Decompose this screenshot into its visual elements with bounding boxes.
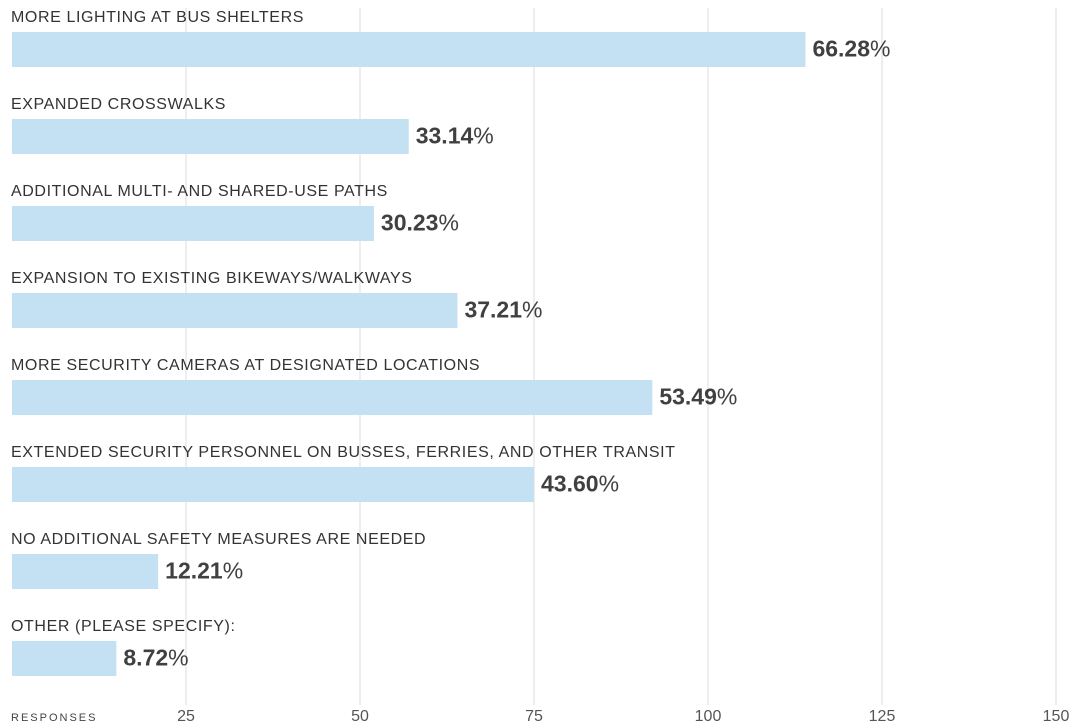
x-axis-label: RESPONSES: [11, 712, 97, 724]
bar: [12, 554, 159, 589]
bar: [12, 206, 374, 241]
x-tick-label: 125: [869, 708, 896, 725]
bar: [12, 641, 117, 676]
value-unit: %: [223, 558, 243, 584]
value-label: 8.72%: [123, 645, 188, 671]
value-label: 30.23%: [381, 210, 459, 236]
x-tick-label: 100: [695, 708, 722, 725]
value-label: 53.49%: [659, 384, 737, 410]
category-label: EXPANSION TO EXISTING BIKEWAYS/WALKWAYS: [11, 270, 413, 287]
value-number: 12.21: [165, 558, 223, 584]
value-label: 66.28%: [812, 36, 890, 62]
value-label: 33.14%: [416, 123, 494, 149]
category-label: MORE LIGHTING AT BUS SHELTERS: [11, 9, 304, 26]
value-number: 66.28: [812, 36, 870, 62]
value-label: 43.60%: [541, 471, 619, 497]
x-tick-label: 50: [351, 708, 369, 725]
x-tick-label: 150: [1043, 708, 1070, 725]
value-unit: %: [599, 471, 619, 497]
category-label: ADDITIONAL MULTI- AND SHARED-USE PATHS: [11, 183, 388, 200]
value-unit: %: [168, 645, 188, 671]
value-unit: %: [522, 297, 542, 323]
value-unit: %: [717, 384, 737, 410]
value-number: 33.14: [416, 123, 474, 149]
bar: [12, 32, 806, 67]
value-unit: %: [870, 36, 890, 62]
value-number: 30.23: [381, 210, 439, 236]
category-label: OTHER (PLEASE SPECIFY):: [11, 618, 236, 635]
bar: [12, 380, 653, 415]
bar: [12, 467, 534, 502]
value-unit: %: [438, 210, 458, 236]
value-number: 37.21: [464, 297, 522, 323]
value-label: 37.21%: [464, 297, 542, 323]
value-number: 43.60: [541, 471, 599, 497]
value-label: 12.21%: [165, 558, 243, 584]
category-label: EXPANDED CROSSWALKS: [11, 96, 226, 113]
x-tick-label: 25: [177, 708, 195, 725]
x-tick-label: 75: [525, 708, 543, 725]
value-number: 8.72: [123, 645, 168, 671]
value-number: 53.49: [659, 384, 717, 410]
bar: [12, 119, 409, 154]
category-label: EXTENDED SECURITY PERSONNEL ON BUSSES, F…: [11, 444, 676, 461]
value-unit: %: [473, 123, 493, 149]
category-label: MORE SECURITY CAMERAS AT DESIGNATED LOCA…: [11, 357, 480, 374]
category-label: NO ADDITIONAL SAFETY MEASURES ARE NEEDED: [11, 531, 426, 548]
bar: [12, 293, 458, 328]
